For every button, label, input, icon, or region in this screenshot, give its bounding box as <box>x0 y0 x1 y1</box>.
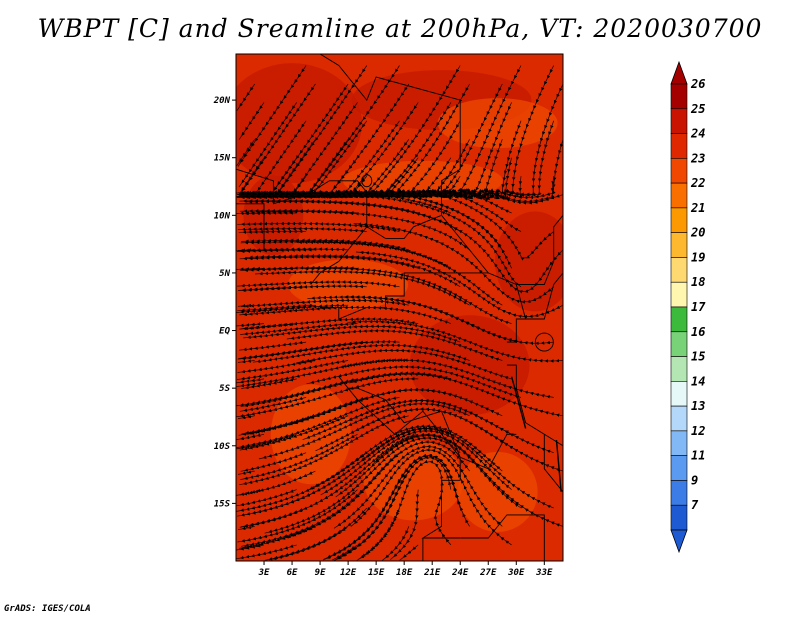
country-border <box>347 387 517 470</box>
colorbar-label: 20 <box>690 226 705 240</box>
colorbar-segment <box>670 83 688 110</box>
colorbar-segment <box>670 257 688 283</box>
country-border <box>460 514 545 561</box>
lat-tick-label: EQ <box>219 327 230 337</box>
colorbar-label: 26 <box>690 77 705 91</box>
latitude-axis: 20N 15N 10N 5N EQ 5S 10S 15S <box>213 96 236 509</box>
field-patch <box>437 98 558 149</box>
lat-tick-label: 10S <box>214 442 231 452</box>
colorbar-label: 13 <box>691 399 705 413</box>
lon-tick-label: 18E <box>396 568 413 578</box>
colorbar-segment <box>670 306 688 333</box>
field-patch <box>457 451 538 532</box>
country-border <box>236 203 265 250</box>
lat-tick-label: 5S <box>219 384 230 394</box>
lat-tick-label: 15S <box>214 499 231 509</box>
lon-tick-label: 15E <box>368 568 385 578</box>
colorbar-label: 15 <box>691 350 705 364</box>
country-border <box>506 364 563 493</box>
lat-tick-label: 15N <box>214 154 231 164</box>
longitude-axis: 3E 6E 9E 12E 15E 18E 21E 24E 27E 30E 33E <box>258 561 553 578</box>
colorbar-label: 17 <box>691 300 706 314</box>
colorbar-segment <box>670 158 688 184</box>
colorbar-segment <box>670 331 688 357</box>
streamline <box>332 544 358 561</box>
streamlines <box>236 65 563 561</box>
lon-tick-label: 12E <box>340 568 357 578</box>
colorbar-segment <box>670 207 688 233</box>
lat-tick-label: 5N <box>219 269 230 279</box>
country-border <box>506 272 563 343</box>
colorbar-label: 11 <box>691 449 705 463</box>
lake-victoria <box>534 332 554 352</box>
colorbar-segment <box>670 480 688 506</box>
colorbar-top-arrow <box>670 60 688 85</box>
colorbar-label: 9 <box>691 473 698 487</box>
colorbar-label: 7 <box>691 498 699 512</box>
country-border <box>320 272 489 320</box>
colorbar-segment <box>670 356 688 382</box>
country-borders <box>236 54 563 561</box>
colorbar-segment <box>670 455 688 481</box>
lon-tick-label: 27E <box>479 568 497 578</box>
colorbar-segment <box>670 182 688 209</box>
colorbar-segment <box>670 133 688 159</box>
colorbar-segment <box>670 108 688 134</box>
colorbar-label: 14 <box>691 374 705 388</box>
lon-tick-label: 21E <box>423 568 441 578</box>
colorbar-label: 18 <box>691 275 705 289</box>
lake-chad <box>361 174 373 188</box>
colorbar-bottom-arrow <box>670 529 688 554</box>
country-border <box>236 168 442 239</box>
lon-tick-label: 24E <box>451 568 469 578</box>
colorbar-label: 16 <box>691 325 705 339</box>
colorbar-segment <box>670 405 688 432</box>
country-border <box>310 226 368 285</box>
chart-title: WBPT [C] and Sreamline at 200hPa, VT: 20… <box>37 14 763 43</box>
lake-malawi <box>555 439 562 492</box>
colorbar-label: 24 <box>690 127 705 141</box>
lon-tick-label: 9E <box>315 568 326 578</box>
lon-tick-label: 6E <box>287 568 298 578</box>
colorbar-label: 23 <box>690 151 705 165</box>
country-border <box>319 54 527 320</box>
colorbar-label: 21 <box>690 201 705 215</box>
colorbar-segment <box>670 504 688 531</box>
colorbar-segment <box>670 281 688 308</box>
country-border <box>544 433 563 447</box>
colorbar-segment <box>670 381 688 407</box>
colorbar-label: 25 <box>690 102 705 116</box>
colorbar-segment <box>670 430 688 456</box>
grads-credit: GrADS: IGES/COLA <box>4 604 91 614</box>
country-border <box>516 215 563 285</box>
map-frame <box>235 53 564 562</box>
lat-tick-label: 20N <box>213 96 231 106</box>
colorbar: 26 25 24 23 22 21 20 19 18 17 16 15 14 13 12 11 9 7 <box>670 60 706 554</box>
streamline <box>350 448 512 546</box>
streamline <box>236 544 297 560</box>
colorbar-label: 12 <box>691 424 705 438</box>
lake-tanganyika <box>510 376 527 429</box>
lon-tick-label: 33E <box>535 568 553 578</box>
colorbar-segment <box>670 232 688 258</box>
colorbar-label: 22 <box>690 176 705 190</box>
lon-tick-label: 30E <box>507 568 525 578</box>
colorbar-label: 19 <box>691 250 705 264</box>
country-border <box>338 376 461 539</box>
lat-tick-label: 10N <box>214 211 231 221</box>
lon-tick-label: 3E <box>258 568 270 578</box>
